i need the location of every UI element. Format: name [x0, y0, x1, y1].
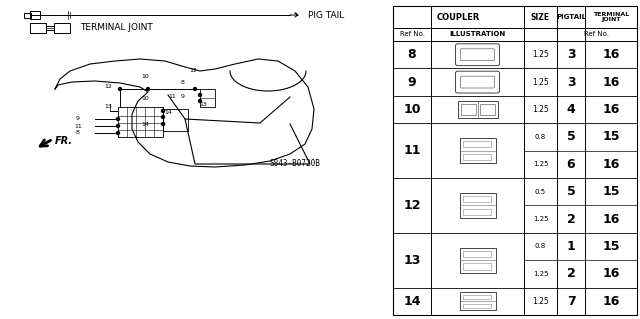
Text: 16: 16: [602, 76, 620, 89]
Bar: [460, 193, 495, 218]
Text: 1.25: 1.25: [532, 78, 549, 86]
Bar: [463, 251, 490, 257]
Circle shape: [147, 87, 150, 91]
Text: 14: 14: [403, 295, 420, 308]
Text: S843-B0720B: S843-B0720B: [269, 160, 321, 168]
Text: 13: 13: [104, 105, 112, 109]
Text: FR.: FR.: [55, 136, 73, 146]
Text: 11: 11: [74, 123, 82, 129]
Circle shape: [198, 93, 202, 97]
Text: 1.25: 1.25: [532, 105, 549, 114]
Bar: [24, 12, 31, 18]
Text: 1.25: 1.25: [532, 50, 549, 59]
Text: 9: 9: [76, 116, 80, 122]
Bar: [463, 209, 490, 215]
Text: 10: 10: [141, 73, 149, 78]
Bar: [463, 196, 490, 202]
Text: 12: 12: [189, 69, 197, 73]
Bar: [200, 89, 215, 107]
Text: 15: 15: [602, 240, 620, 253]
Text: 0.8: 0.8: [535, 134, 546, 140]
Text: 15: 15: [602, 130, 620, 144]
Text: 8: 8: [181, 79, 185, 85]
Text: 1.25: 1.25: [532, 161, 548, 167]
Text: Ref No.: Ref No.: [584, 32, 609, 38]
Bar: [460, 138, 495, 163]
Text: 4: 4: [566, 103, 575, 116]
Text: 7: 7: [566, 295, 575, 308]
Text: 9: 9: [408, 76, 416, 89]
Circle shape: [116, 124, 120, 128]
Text: 16: 16: [602, 103, 620, 116]
Bar: [460, 293, 495, 310]
Bar: [458, 100, 497, 118]
Bar: [463, 295, 490, 299]
Text: 12: 12: [104, 84, 112, 88]
Text: 16: 16: [602, 295, 620, 308]
Text: 1.25: 1.25: [532, 271, 548, 277]
Text: 2: 2: [566, 267, 575, 280]
Bar: [118, 107, 163, 137]
Text: 0.8: 0.8: [535, 243, 546, 249]
Text: 1.25: 1.25: [532, 216, 548, 222]
Text: 11: 11: [403, 144, 420, 157]
Bar: [463, 141, 490, 147]
Text: 15: 15: [602, 185, 620, 198]
Text: PIG TAIL: PIG TAIL: [308, 11, 344, 19]
Text: 3: 3: [566, 76, 575, 89]
Text: COUPLER: COUPLER: [437, 12, 480, 21]
Text: 12: 12: [403, 199, 420, 212]
Text: 13: 13: [403, 254, 420, 267]
Text: 0.5: 0.5: [535, 189, 546, 195]
Bar: [393, 6, 637, 315]
Text: 14: 14: [141, 122, 149, 127]
Bar: [30, 11, 40, 19]
Bar: [460, 248, 495, 273]
Text: 16: 16: [602, 267, 620, 280]
Text: 16: 16: [602, 48, 620, 61]
Text: 3: 3: [566, 48, 575, 61]
Text: 2: 2: [566, 212, 575, 226]
Text: 10: 10: [141, 97, 149, 101]
Text: 5: 5: [566, 185, 575, 198]
Text: 16: 16: [602, 212, 620, 226]
Bar: [479, 104, 495, 115]
Circle shape: [161, 122, 164, 125]
Circle shape: [116, 131, 120, 135]
Circle shape: [161, 109, 164, 113]
Text: 1.25: 1.25: [532, 297, 549, 306]
Circle shape: [116, 117, 120, 121]
Bar: [463, 263, 490, 270]
Circle shape: [198, 100, 202, 102]
Text: 11: 11: [168, 94, 176, 100]
Text: 10: 10: [403, 103, 420, 116]
Bar: [163, 109, 188, 131]
Text: ILLUSTRATION: ILLUSTRATION: [449, 32, 506, 38]
Text: 8: 8: [76, 130, 80, 136]
Text: TERMINAL
JOINT: TERMINAL JOINT: [593, 11, 629, 22]
Text: 14: 14: [164, 109, 172, 115]
Text: 8: 8: [408, 48, 416, 61]
Circle shape: [118, 87, 122, 91]
Text: 9: 9: [181, 94, 185, 100]
Text: 13: 13: [199, 101, 207, 107]
Text: 5: 5: [566, 130, 575, 144]
Bar: [461, 104, 476, 115]
Bar: [463, 154, 490, 160]
Text: 6: 6: [566, 158, 575, 171]
Text: SIZE: SIZE: [531, 12, 550, 21]
Text: Ref No.: Ref No.: [399, 32, 424, 38]
Bar: [54, 23, 70, 33]
Bar: [463, 303, 490, 308]
Text: TERMINAL JOINT: TERMINAL JOINT: [80, 24, 153, 33]
Text: 16: 16: [602, 158, 620, 171]
Text: PIGTAIL: PIGTAIL: [556, 14, 586, 20]
Circle shape: [161, 115, 164, 118]
Circle shape: [193, 87, 196, 91]
Text: 1: 1: [566, 240, 575, 253]
Bar: [30, 23, 46, 33]
